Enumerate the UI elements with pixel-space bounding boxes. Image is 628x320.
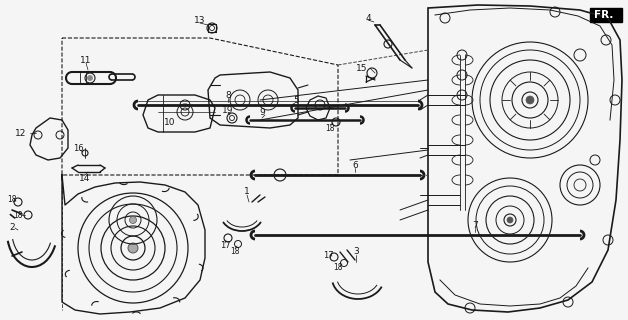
Text: 15: 15 (356, 63, 368, 73)
Text: 3: 3 (353, 247, 359, 257)
Text: 8: 8 (225, 91, 231, 100)
Text: 1: 1 (244, 188, 250, 196)
Text: 18: 18 (13, 211, 23, 220)
Text: 18: 18 (8, 196, 17, 204)
Text: 11: 11 (80, 55, 92, 65)
Text: FR.: FR. (594, 10, 614, 20)
Circle shape (128, 243, 138, 253)
Text: 16: 16 (73, 143, 84, 153)
Text: 10: 10 (165, 117, 176, 126)
Text: 2: 2 (9, 223, 15, 233)
Polygon shape (590, 8, 622, 22)
Text: 12: 12 (14, 129, 26, 138)
Circle shape (526, 96, 534, 104)
Text: 5: 5 (293, 95, 299, 105)
Text: 17: 17 (220, 242, 230, 251)
Text: 19: 19 (222, 106, 234, 115)
Text: 14: 14 (79, 173, 90, 182)
Text: 13: 13 (194, 15, 206, 25)
Text: 7: 7 (472, 220, 478, 229)
Circle shape (507, 217, 513, 223)
Text: 4: 4 (365, 13, 371, 22)
Text: 18: 18 (230, 247, 240, 257)
Text: 18: 18 (325, 124, 335, 132)
Text: 17: 17 (323, 251, 333, 260)
Circle shape (129, 217, 136, 223)
Text: 18: 18 (333, 263, 343, 273)
Text: 6: 6 (352, 161, 358, 170)
Text: 9: 9 (259, 108, 265, 116)
Circle shape (87, 76, 92, 81)
